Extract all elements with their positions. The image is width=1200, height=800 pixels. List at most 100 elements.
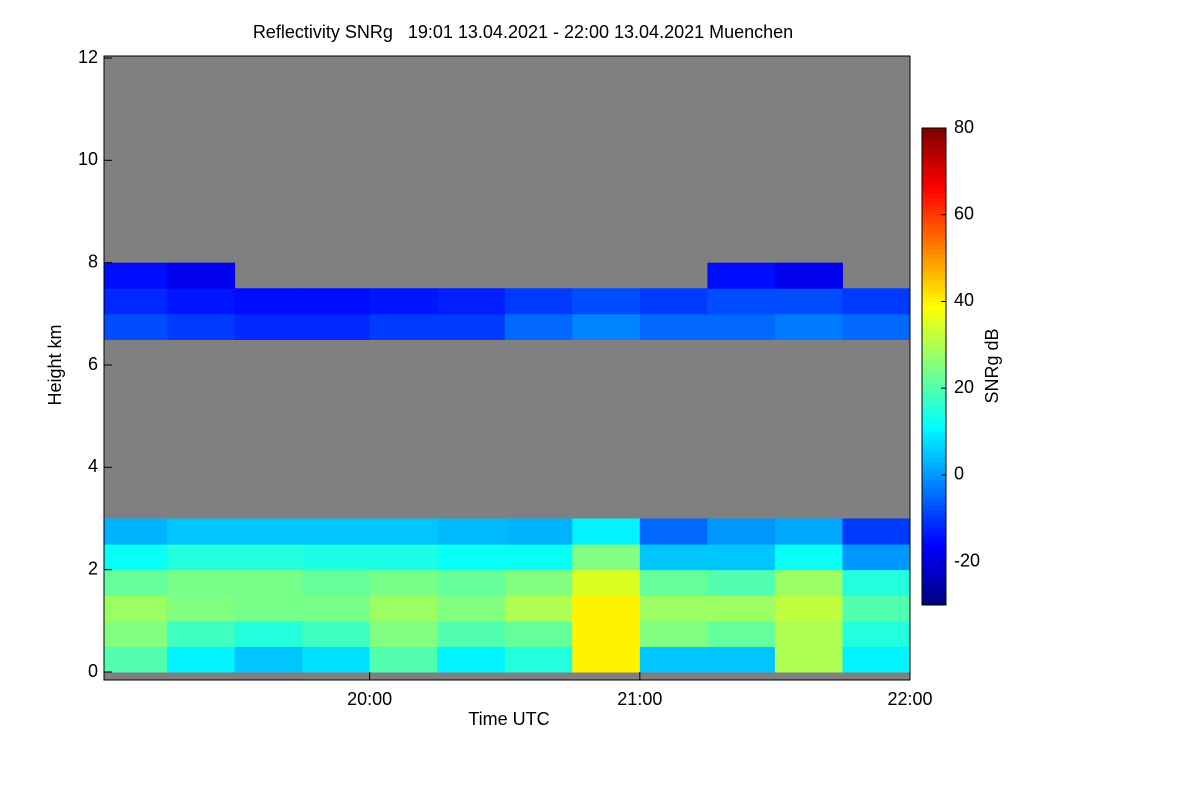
colorbar-swatch <box>922 552 946 558</box>
colorbar-swatch <box>922 591 946 597</box>
colorbar-swatch <box>922 535 946 541</box>
colorbar-swatch <box>922 128 946 133</box>
colorbar-swatch <box>922 210 946 216</box>
heatmap-cell <box>437 544 506 571</box>
colorbar-swatch <box>922 370 946 376</box>
colorbar-swatch <box>922 158 946 164</box>
heatmap-cell <box>504 620 573 647</box>
heatmap-cell <box>234 569 303 596</box>
heatmap-cell <box>302 288 371 315</box>
colorbar-swatch <box>922 236 946 242</box>
heatmap-cell <box>234 544 303 571</box>
heatmap-cell <box>437 313 506 340</box>
heatmap-cell <box>842 288 911 315</box>
heatmap-cell <box>167 569 236 596</box>
colorbar-swatch <box>922 188 946 194</box>
heatmap-cell <box>707 646 776 673</box>
x-tick-label: 22:00 <box>887 689 932 709</box>
colorbar-swatch <box>922 483 946 489</box>
colorbar-swatch <box>922 136 946 142</box>
colorbar-swatch <box>922 240 946 246</box>
colorbar-swatch <box>922 141 946 146</box>
colorbar-swatch <box>922 474 946 480</box>
colorbar-swatch <box>922 578 946 584</box>
colorbar-swatch <box>922 457 946 463</box>
colorbar-swatch <box>922 500 946 506</box>
colorbar-swatch <box>922 539 946 545</box>
colorbar-swatch <box>922 227 946 233</box>
heatmap-cell <box>369 313 438 340</box>
y-axis-label: Height km <box>45 324 65 405</box>
heatmap-cell <box>302 620 371 647</box>
colorbar-swatch <box>922 171 946 177</box>
heatmap-cell <box>302 595 371 622</box>
colorbar-swatch <box>922 297 946 302</box>
heatmap-cell <box>774 288 843 315</box>
colorbar-swatch <box>922 340 946 346</box>
heatmap-cell <box>707 620 776 647</box>
heatmap-cell <box>774 595 843 622</box>
colorbar-swatch <box>922 167 946 172</box>
colorbar-swatch <box>922 431 946 437</box>
colorbar-swatch <box>922 262 946 268</box>
heatmap-cell <box>572 646 641 673</box>
colorbar-swatch <box>922 149 946 155</box>
heatmap-cell <box>572 288 641 315</box>
colorbar-swatch <box>922 253 946 259</box>
heatmap-cell <box>774 518 843 545</box>
heatmap-cell <box>504 288 573 315</box>
colorbar-swatch <box>922 466 946 472</box>
colorbar-swatch <box>922 301 946 307</box>
heatmap-cell <box>639 569 708 596</box>
heatmap-cell <box>707 262 776 289</box>
heatmap-cell <box>774 646 843 673</box>
colorbar-swatch <box>922 392 946 398</box>
heatmap-cell <box>572 620 641 647</box>
heatmap-cell <box>104 646 168 673</box>
colorbar-swatch <box>922 258 946 263</box>
heatmap-cell <box>167 646 236 673</box>
heatmap-cell <box>707 313 776 340</box>
heatmap-cell <box>104 595 168 622</box>
heatmap-cell <box>167 313 236 340</box>
heatmap-cell <box>234 620 303 647</box>
heatmap-cell <box>437 595 506 622</box>
y-tick-label: 0 <box>88 661 98 681</box>
y-tick-label: 2 <box>88 558 98 578</box>
heatmap-cell <box>707 569 776 596</box>
heatmap-cell <box>707 544 776 571</box>
heatmap-cell <box>639 544 708 571</box>
colorbar-swatch <box>922 427 946 433</box>
colorbar-swatch <box>922 201 946 207</box>
colorbar-swatch <box>922 379 946 385</box>
y-tick-label: 10 <box>78 149 98 169</box>
heatmap-cell <box>572 569 641 596</box>
colorbar-swatch <box>922 180 946 185</box>
heatmap-cell <box>167 595 236 622</box>
colorbar-swatch <box>922 587 946 593</box>
heatmap-cell <box>437 288 506 315</box>
heatmap-cell <box>369 646 438 673</box>
colorbar-swatch <box>922 292 946 298</box>
heatmap-cell <box>572 595 641 622</box>
colorbar-swatch <box>922 513 946 519</box>
heatmap-cell <box>504 569 573 596</box>
colorbar-swatch <box>922 526 946 532</box>
heatmap-cell <box>842 595 911 622</box>
colorbar-swatch <box>922 435 946 441</box>
colorbar-tick-label: 0 <box>954 464 964 484</box>
colorbar-swatch <box>922 249 946 255</box>
colorbar-swatch <box>922 232 946 237</box>
colorbar-swatch <box>922 175 946 181</box>
heatmap-cell <box>842 646 911 673</box>
colorbar-swatch <box>922 362 946 367</box>
heatmap-cell <box>707 518 776 545</box>
heatmap-cell <box>104 313 168 340</box>
colorbar-swatch <box>922 418 946 424</box>
colorbar-swatch <box>922 305 946 311</box>
heatmap-cell <box>842 544 911 571</box>
heatmap-cell <box>369 595 438 622</box>
heatmap-cell <box>167 518 236 545</box>
colorbar-tick-label: 60 <box>954 203 974 223</box>
heatmap-cell <box>437 518 506 545</box>
